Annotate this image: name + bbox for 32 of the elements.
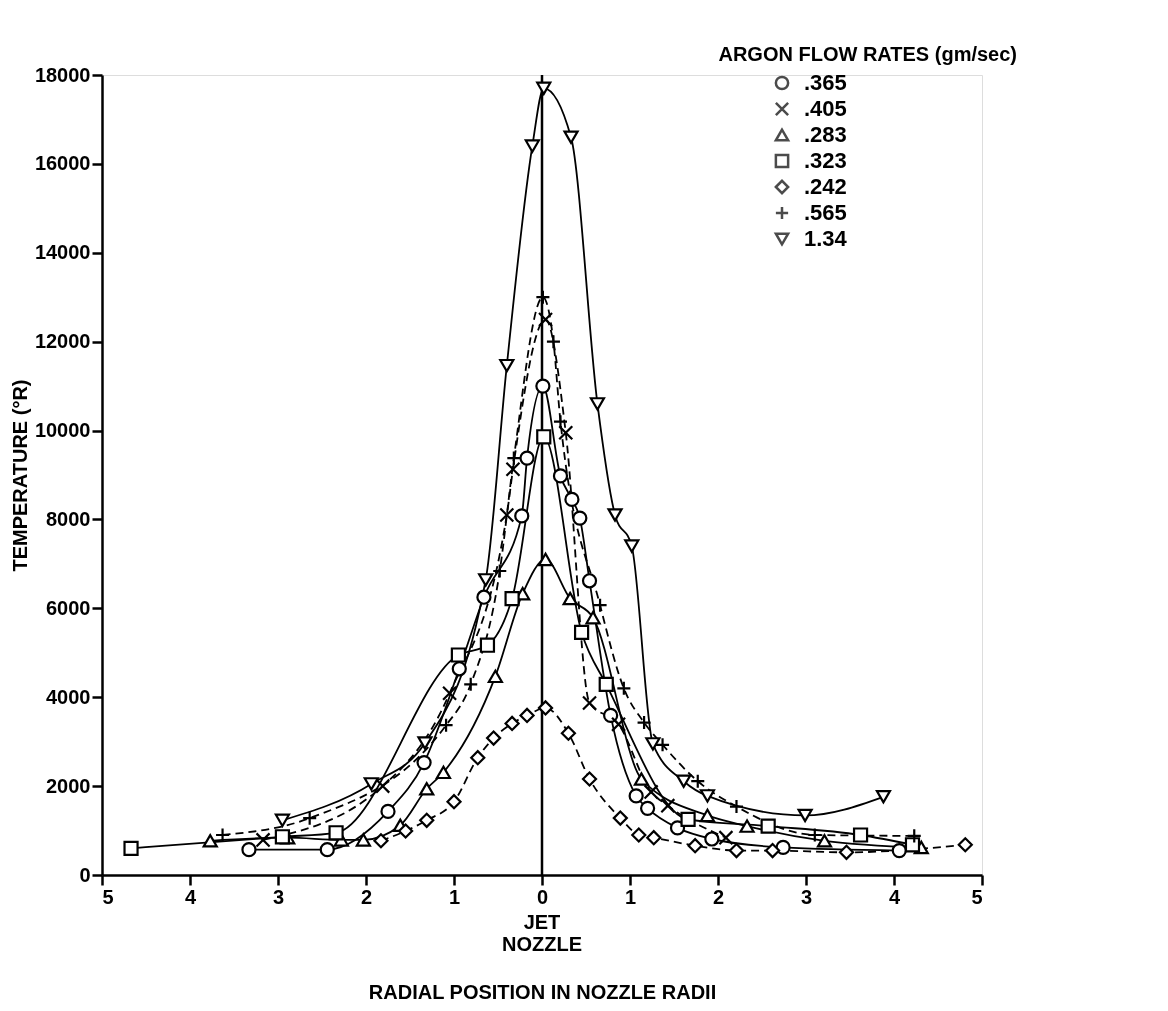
y-axis-title: TEMPERATURE (°R) (8, 379, 31, 572)
text: JET NOZZLE (502, 911, 582, 955)
x-tick-label: 3 (272, 885, 285, 908)
legend-label: .565 (804, 200, 847, 225)
x-tick-label: 4 (184, 885, 197, 908)
legend-label: .365 (804, 70, 847, 95)
y-tick-label: 10000 (34, 419, 91, 442)
y-tick-label: 14000 (34, 241, 91, 264)
legend-label: .283 (804, 122, 847, 147)
x-tick-label: 2 (712, 885, 725, 908)
y-tick-label: 6000 (46, 596, 91, 619)
legend-label: .405 (804, 96, 847, 121)
x-axis-title: RADIAL POSITION IN NOZZLE RADII (368, 980, 717, 1003)
legend-label: .323 (804, 148, 847, 173)
x-tick-label: 2 (360, 885, 373, 908)
y-tick-label: 8000 (46, 507, 91, 530)
x-tick-label: 5 (971, 885, 983, 908)
y-tick-label: 18000 (34, 63, 91, 86)
y-tick-label: 2000 (46, 774, 91, 797)
legend-label: 1.34 (804, 226, 848, 251)
legend-title: ARGON FLOW RATES (gm/sec) (718, 43, 1017, 65)
legend-label: .242 (804, 174, 847, 199)
y-tick-label: 4000 (46, 685, 91, 708)
x-tick-label: 1 (448, 885, 461, 908)
x-tick-label: 3 (800, 885, 813, 908)
y-tick-label: 12000 (34, 330, 91, 353)
x-tick-label: 0 (536, 885, 549, 908)
y-tick-label: 0 (79, 863, 91, 886)
x-tick-label: 1 (624, 885, 637, 908)
x-tick-label: 5 (102, 885, 114, 908)
x-tick-label: 4 (888, 885, 901, 908)
y-tick-label: 16000 (34, 152, 91, 175)
